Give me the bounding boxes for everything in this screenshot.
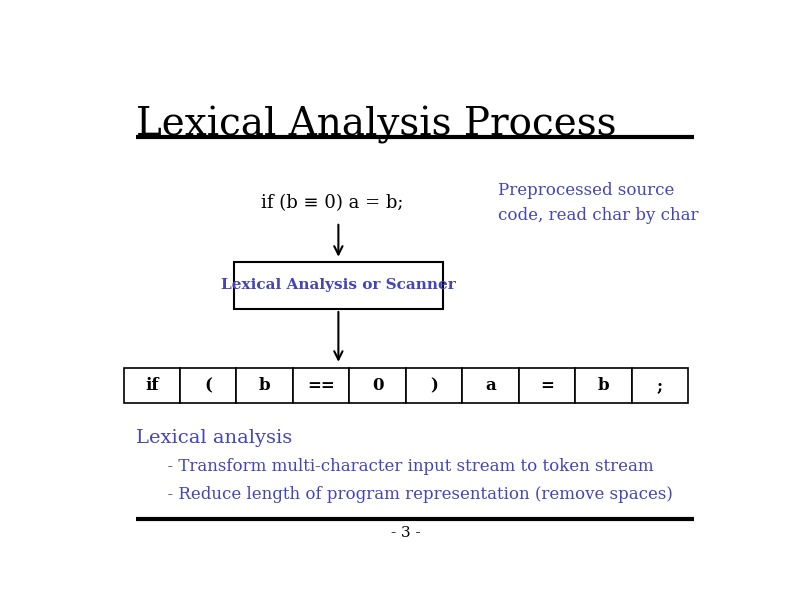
Text: Lexical Analysis or Scanner: Lexical Analysis or Scanner — [221, 278, 455, 293]
Bar — [519, 368, 575, 403]
Text: =: = — [540, 377, 554, 394]
Text: if (b ≡ 0) a = b;: if (b ≡ 0) a = b; — [261, 194, 403, 212]
Text: b: b — [259, 377, 271, 394]
Text: ;: ; — [657, 377, 663, 394]
Bar — [349, 368, 406, 403]
Text: ==: == — [307, 377, 335, 394]
Bar — [632, 368, 688, 403]
Text: - 3 -: - 3 - — [391, 526, 421, 540]
Text: Lexical Analysis Process: Lexical Analysis Process — [136, 106, 616, 144]
Text: ): ) — [430, 377, 438, 394]
Text: 0: 0 — [372, 377, 383, 394]
Text: a: a — [485, 377, 496, 394]
Text: b: b — [598, 377, 609, 394]
Text: Lexical analysis: Lexical analysis — [136, 429, 292, 447]
Text: if: if — [145, 377, 158, 394]
Text: Preprocessed source
code, read char by char: Preprocessed source code, read char by c… — [498, 182, 699, 224]
Bar — [234, 262, 443, 309]
Text: (: ( — [204, 377, 212, 394]
Bar — [293, 368, 349, 403]
Bar — [237, 368, 293, 403]
Text: - Transform multi-character input stream to token stream: - Transform multi-character input stream… — [136, 458, 653, 474]
Text: - Reduce length of program representation (remove spaces): - Reduce length of program representatio… — [136, 486, 672, 503]
Bar — [124, 368, 180, 403]
Bar — [406, 368, 463, 403]
Bar — [463, 368, 519, 403]
Bar — [180, 368, 237, 403]
Bar — [575, 368, 632, 403]
